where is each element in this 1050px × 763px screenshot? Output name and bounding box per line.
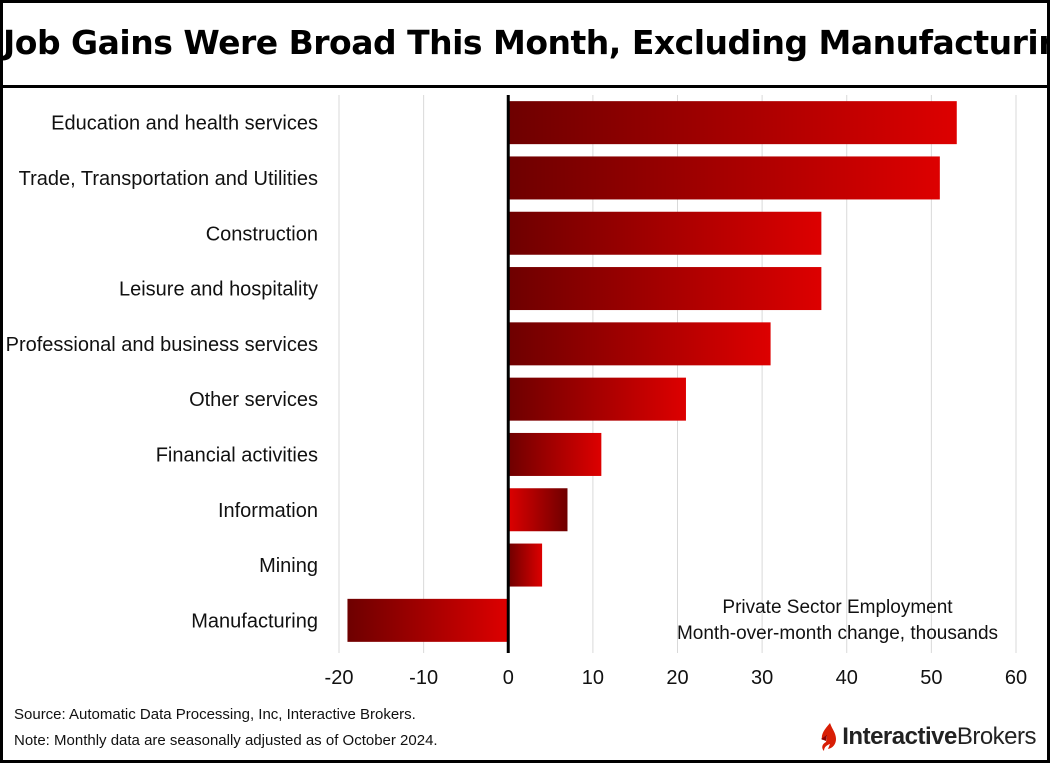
bar-financial-activities <box>508 432 602 476</box>
x-tick-label: 0 <box>503 667 514 689</box>
x-tick-label: -20 <box>325 667 354 689</box>
category-label: Trade, Transportation and Utilities <box>19 168 318 190</box>
annotation-line-2: Month-over-month change, thousands <box>676 623 999 644</box>
logo-word-interactive: Interactive <box>842 723 957 750</box>
title-divider <box>3 85 1047 88</box>
bar-information <box>508 488 568 532</box>
category-label: Information <box>218 500 318 522</box>
bar-other-services <box>508 377 686 421</box>
bar-leisure-and-hospitality <box>508 267 822 311</box>
chart-annotation: Private Sector Employment Month-over-mon… <box>640 595 1035 647</box>
x-tick-label: 50 <box>920 667 942 689</box>
seasonal-note: Note: Monthly data are seasonally adjust… <box>14 732 438 749</box>
logo-wordmark: InteractiveBrokers <box>842 723 1036 751</box>
x-tick-label: -10 <box>409 667 438 689</box>
bar-professional-and-business-services <box>508 322 771 366</box>
category-label: Professional and business services <box>6 334 318 356</box>
bar-mining <box>508 543 543 587</box>
logo-word-brokers: Brokers <box>956 723 1037 750</box>
bars <box>347 95 957 653</box>
category-label: Mining <box>259 555 318 577</box>
x-tick-labels: -20 -10 0 10 20 30 40 50 60 <box>325 667 1028 689</box>
category-label: Leisure and hospitality <box>119 279 318 301</box>
bar-education-and-health-services <box>508 101 957 145</box>
source-note: Source: Automatic Data Processing, Inc, … <box>14 706 416 723</box>
x-tick-label: 20 <box>666 667 688 689</box>
category-label: Education and health services <box>51 113 318 135</box>
interactive-brokers-logo: InteractiveBrokers <box>818 722 1037 752</box>
category-label: Manufacturing <box>191 610 318 632</box>
x-tick-label: 10 <box>582 667 604 689</box>
bar-construction <box>508 211 822 255</box>
category-labels: Education and health services Trade, Tran… <box>6 113 318 633</box>
x-tick-label: 30 <box>751 667 773 689</box>
category-label: Other services <box>189 389 318 411</box>
x-tick-label: 40 <box>836 667 858 689</box>
category-label: Financial activities <box>156 444 318 466</box>
category-label: Construction <box>206 223 318 245</box>
bar-manufacturing <box>347 598 509 642</box>
x-tick-label: 60 <box>1005 667 1027 689</box>
chart-title: Job Gains Were Broad This Month, Excludi… <box>3 23 1050 62</box>
ib-flame-icon <box>821 723 837 751</box>
bar-trade-transportation-and-utilities <box>508 156 940 200</box>
annotation-line-1: Private Sector Employment <box>722 597 953 618</box>
